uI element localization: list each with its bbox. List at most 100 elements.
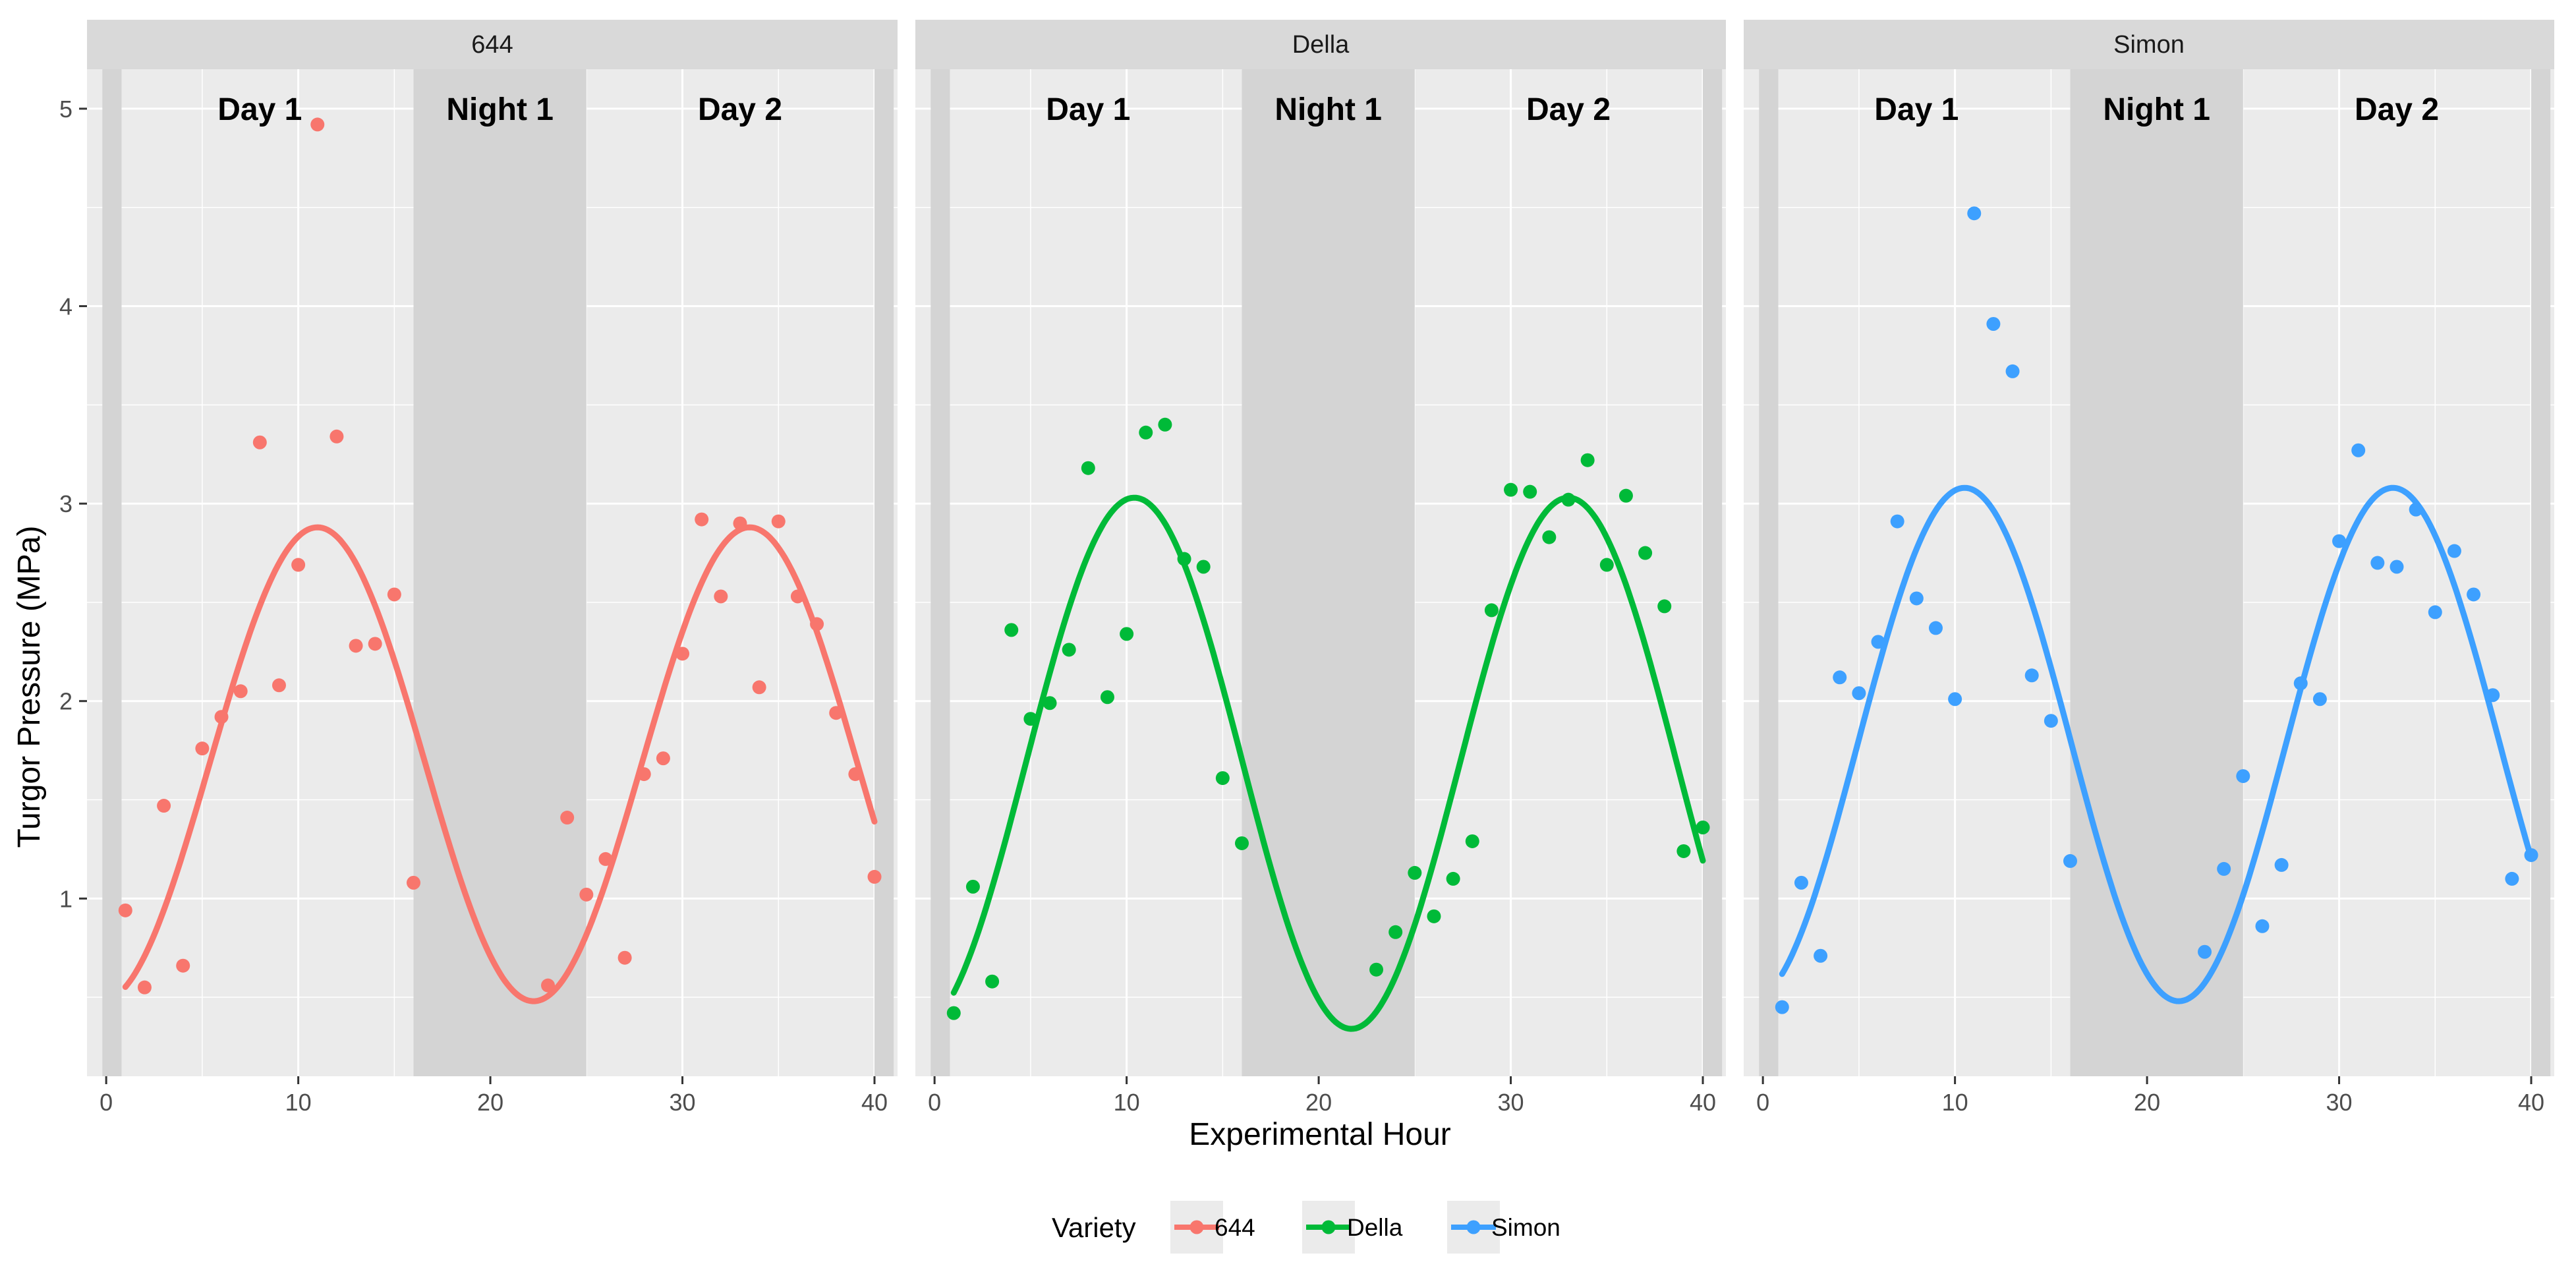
data-point: [2236, 769, 2250, 784]
data-point: [2428, 605, 2442, 620]
data-point: [2198, 944, 2212, 959]
data-point: [1023, 712, 1038, 726]
legend-items: 644 Della Simon: [1170, 1201, 1560, 1254]
data-point: [2486, 688, 2500, 703]
data-point: [1004, 623, 1019, 637]
data-point: [157, 799, 171, 813]
data-point: [946, 1006, 961, 1020]
data-point: [1676, 844, 1691, 858]
data-point: [714, 589, 728, 604]
facet-strip-label: Della: [1292, 31, 1350, 59]
x-tick-label: 0: [928, 1089, 941, 1116]
period-label: Day 1: [1046, 92, 1130, 127]
data-point: [176, 958, 190, 973]
shaded-region: [413, 69, 587, 1076]
x-tick-label: 0: [100, 1089, 113, 1116]
data-point: [541, 978, 556, 993]
data-point: [2044, 714, 2058, 728]
data-point: [2447, 544, 2461, 558]
period-label: Night 1: [446, 92, 554, 127]
data-point: [1177, 552, 1191, 566]
data-point: [2293, 676, 2308, 691]
data-point: [598, 852, 613, 866]
data-point: [233, 684, 248, 699]
data-point: [1139, 425, 1153, 440]
data-point: [965, 879, 980, 894]
x-tick-label: 20: [2134, 1089, 2160, 1116]
data-point: [1504, 482, 1518, 497]
data-point: [2505, 871, 2519, 886]
y-tick-label: 2: [59, 688, 72, 715]
data-point: [1890, 514, 1904, 529]
x-tick-label: 30: [2326, 1089, 2353, 1116]
data-point: [637, 767, 651, 782]
data-point: [272, 678, 286, 693]
data-point: [1100, 690, 1114, 705]
data-point: [329, 429, 344, 444]
x-tick-label: 20: [1305, 1089, 1332, 1116]
shaded-region: [102, 69, 122, 1076]
fit-line: [1779, 484, 2534, 1004]
data-point: [137, 980, 152, 995]
data-point: [1833, 670, 1847, 685]
period-label: Day 1: [1874, 92, 1959, 127]
data-point: [1775, 1000, 1789, 1014]
y-tick-label: 3: [59, 490, 72, 517]
data-point: [1909, 591, 1924, 606]
data-point: [1158, 417, 1172, 432]
data-point: [1696, 820, 1710, 834]
shaded-region: [930, 69, 950, 1076]
legend-item-simon: Simon: [1447, 1201, 1560, 1254]
x-tick-label: 0: [1756, 1089, 1769, 1116]
data-point: [733, 516, 747, 531]
data-point: [675, 647, 690, 661]
x-tick-label: 20: [477, 1089, 503, 1116]
data-point: [195, 741, 210, 756]
shaded-region: [2531, 69, 2551, 1076]
data-point: [2351, 443, 2366, 457]
data-point: [829, 706, 844, 720]
data-point: [368, 637, 382, 651]
legend-key-point: [1321, 1220, 1336, 1234]
data-point: [695, 512, 709, 527]
panel-della: Della Day 1 Night 1 Day 2 0 10 20 30 40: [915, 20, 1726, 1116]
facet-strip-label: Simon: [2113, 31, 2185, 59]
legend-key-point: [1466, 1220, 1481, 1234]
period-label: Day 2: [698, 92, 782, 127]
data-point: [1427, 909, 1441, 923]
data-point: [1234, 836, 1249, 850]
x-tick-label: 30: [1498, 1089, 1524, 1116]
period-label: Day 2: [1526, 92, 1611, 127]
data-point: [1542, 530, 1557, 544]
data-point: [1388, 925, 1403, 939]
data-point: [2390, 560, 2404, 574]
y-tick-label: 1: [59, 885, 72, 912]
data-point: [1618, 488, 1633, 503]
legend-title: Variety: [1052, 1212, 1136, 1243]
facet-strip: [915, 20, 1726, 69]
data-point: [310, 117, 325, 132]
facet-strip: [87, 20, 898, 69]
data-point: [1580, 453, 1595, 467]
data-point: [1369, 962, 1384, 977]
data-point: [2255, 919, 2270, 933]
data-point: [560, 811, 575, 825]
data-point: [1196, 560, 1211, 574]
fit-line: [122, 524, 878, 1004]
period-label: Night 1: [2103, 92, 2210, 127]
data-point: [1446, 871, 1460, 886]
data-point: [1986, 316, 2001, 331]
data-point: [2274, 857, 2289, 872]
legend-item-644: 644: [1170, 1201, 1255, 1254]
data-point: [2467, 587, 2481, 602]
y-tick-label: 4: [59, 293, 72, 320]
data-point: [1465, 834, 1479, 848]
y-axis-title: Turgor Pressure (MPa): [12, 526, 47, 848]
data-point: [1561, 492, 1576, 507]
data-point: [1794, 875, 1808, 890]
data-point: [1043, 696, 1057, 710]
x-tick-label: 10: [1942, 1089, 1968, 1116]
y-tick-label: 5: [59, 96, 72, 123]
